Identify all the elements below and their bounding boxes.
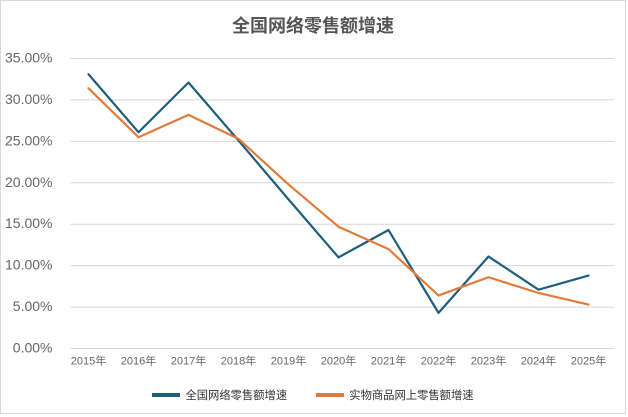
svg-text:2024年: 2024年 xyxy=(521,354,556,368)
svg-text:2015年: 2015年 xyxy=(71,354,106,368)
svg-text:2021年: 2021年 xyxy=(371,354,406,368)
svg-text:2025年: 2025年 xyxy=(571,354,606,368)
svg-text:2020年: 2020年 xyxy=(321,354,356,368)
svg-text:2016年: 2016年 xyxy=(121,354,156,368)
svg-text:30.00%: 30.00% xyxy=(5,91,52,107)
svg-text:2019年: 2019年 xyxy=(271,354,306,368)
svg-text:25.00%: 25.00% xyxy=(5,132,52,148)
svg-text:5.00%: 5.00% xyxy=(13,298,53,314)
svg-text:0.00%: 0.00% xyxy=(13,340,53,356)
svg-text:10.00%: 10.00% xyxy=(5,257,52,273)
svg-text:15.00%: 15.00% xyxy=(5,215,52,231)
svg-text:2022年: 2022年 xyxy=(421,354,456,368)
svg-text:2018年: 2018年 xyxy=(221,354,256,368)
svg-text:2023年: 2023年 xyxy=(471,354,506,368)
svg-text:20.00%: 20.00% xyxy=(5,174,52,190)
svg-text:2017年: 2017年 xyxy=(171,354,206,368)
svg-text:35.00%: 35.00% xyxy=(5,50,52,66)
